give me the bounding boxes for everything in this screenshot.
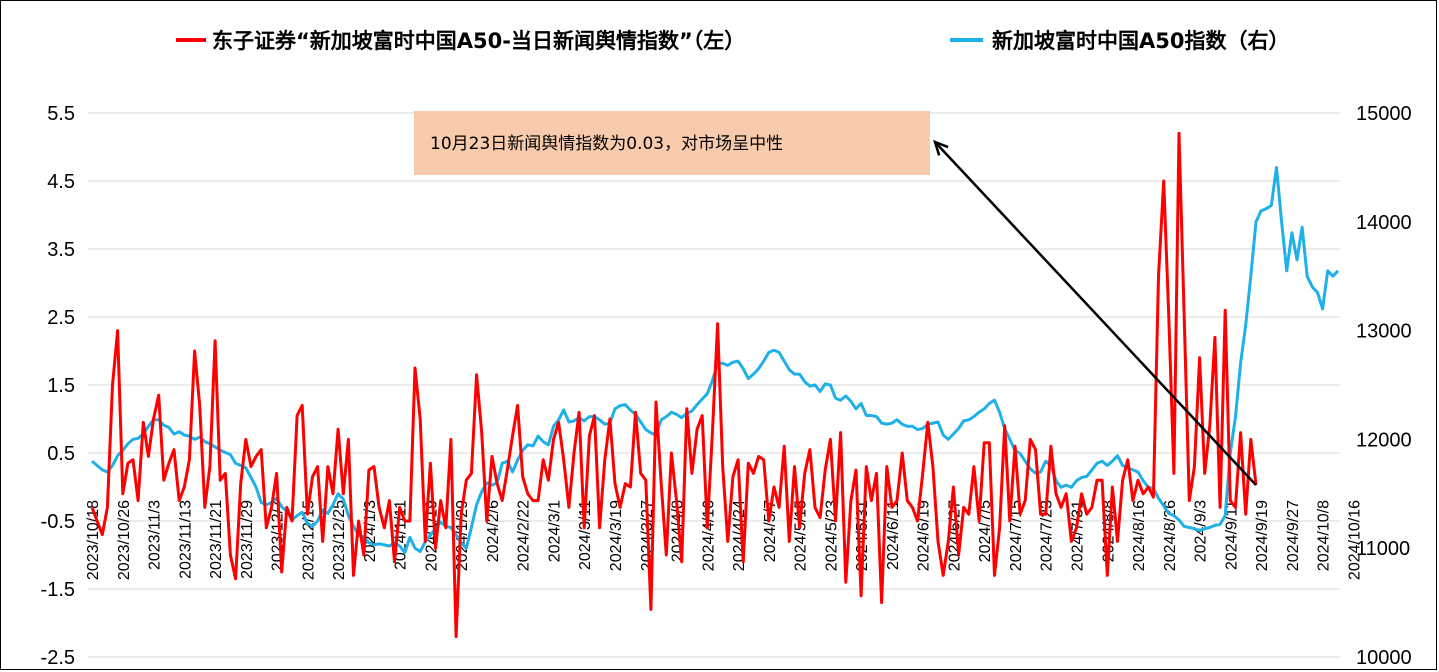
annotation-box [414, 111, 930, 175]
annotation: 10月23日新闻舆情指数为0.03，对市场呈中性 [414, 111, 1257, 486]
series-line-sentiment [90, 131, 1258, 639]
right-y-axis: 10000 11000 12000 13000 14000 15000 [1356, 103, 1412, 669]
x-tick-label: 2024/9/11 [1223, 500, 1240, 570]
x-tick-label: 2024/3/11 [577, 500, 594, 570]
series-group [90, 131, 1340, 639]
right-tick-label: 14000 [1356, 212, 1412, 234]
left-tick-label: 3.5 [47, 239, 75, 261]
x-tick-label: 2024/4/16 [700, 500, 717, 571]
legend-label-a50-index: 新加坡富时中国A50指数（右） [992, 29, 1289, 53]
x-tick-label: 2024/5/23 [823, 500, 840, 571]
left-tick-label: 0.5 [47, 443, 75, 465]
right-tick-label: 13000 [1356, 321, 1412, 343]
legend-label-sentiment: 东子证券“新加坡富时中国A50-当日新闻舆情指数”（左） [212, 29, 745, 53]
left-tick-label: -0.5 [41, 511, 75, 533]
x-tick-label: 2024/5/7 [762, 500, 779, 562]
left-tick-label: 4.5 [47, 171, 75, 193]
left-y-axis: -2.5 -1.5 -0.5 0.5 1.5 2.5 3.5 4.5 5.5 [41, 103, 75, 669]
x-tick-label: 2023/12/25 [331, 500, 348, 580]
x-axis: 2023/10/18 2023/10/26 2023/11/3 2023/11/13 2… [85, 500, 1363, 580]
x-tick-label: 2023/11/13 [177, 500, 194, 579]
left-tick-label: 2.5 [47, 307, 75, 329]
x-tick-label: 2024/3/19 [608, 500, 625, 571]
x-tick-label: 2024/9/27 [1285, 500, 1302, 571]
x-tick-label: 2024/7/31 [1069, 500, 1086, 571]
x-tick-label: 2024/2/22 [516, 500, 533, 571]
right-tick-label: 12000 [1356, 429, 1412, 451]
x-tick-label: 2024/8/26 [1162, 500, 1179, 571]
x-tick-label: 2024/7/5 [977, 500, 994, 562]
annotation-text: 10月23日新闻舆情指数为0.03，对市场呈中性 [430, 134, 783, 154]
x-tick-label: 2024/6/11 [885, 500, 902, 570]
left-tick-label: 5.5 [47, 103, 75, 125]
right-tick-label: 10000 [1356, 647, 1412, 669]
x-tick-label: 2024/6/19 [916, 500, 933, 571]
x-tick-label: 2024/9/19 [1254, 500, 1271, 571]
x-tick-label: 2024/7/15 [1008, 500, 1025, 571]
x-tick-label: 2023/11/29 [239, 500, 256, 579]
left-tick-label: 1.5 [47, 375, 75, 397]
right-tick-label: 11000 [1356, 538, 1410, 560]
legend: 东子证券“新加坡富时中国A50-当日新闻舆情指数”（左） 新加坡富时中国A50指… [176, 29, 1289, 53]
left-tick-label: -1.5 [41, 579, 75, 601]
x-tick-label: 2024/10/8 [1316, 500, 1333, 571]
x-tick-label: 2024/8/16 [1131, 500, 1148, 571]
x-tick-label: 2024/10/16 [1346, 500, 1363, 580]
annotation-leader-line [934, 141, 1257, 486]
x-tick-label: 2024/3/1 [546, 500, 563, 562]
right-tick-label: 15000 [1356, 103, 1412, 125]
x-tick-label: 2023/11/3 [147, 500, 164, 570]
left-tick-label: -2.5 [41, 647, 75, 669]
x-tick-label: 2023/11/21 [208, 500, 225, 579]
x-tick-label: 2023/10/26 [116, 500, 133, 580]
x-tick-label: 2024/2/6 [485, 500, 502, 562]
x-tick-label: 2024/5/15 [793, 500, 810, 571]
x-tick-label: 2024/7/23 [1039, 500, 1056, 571]
